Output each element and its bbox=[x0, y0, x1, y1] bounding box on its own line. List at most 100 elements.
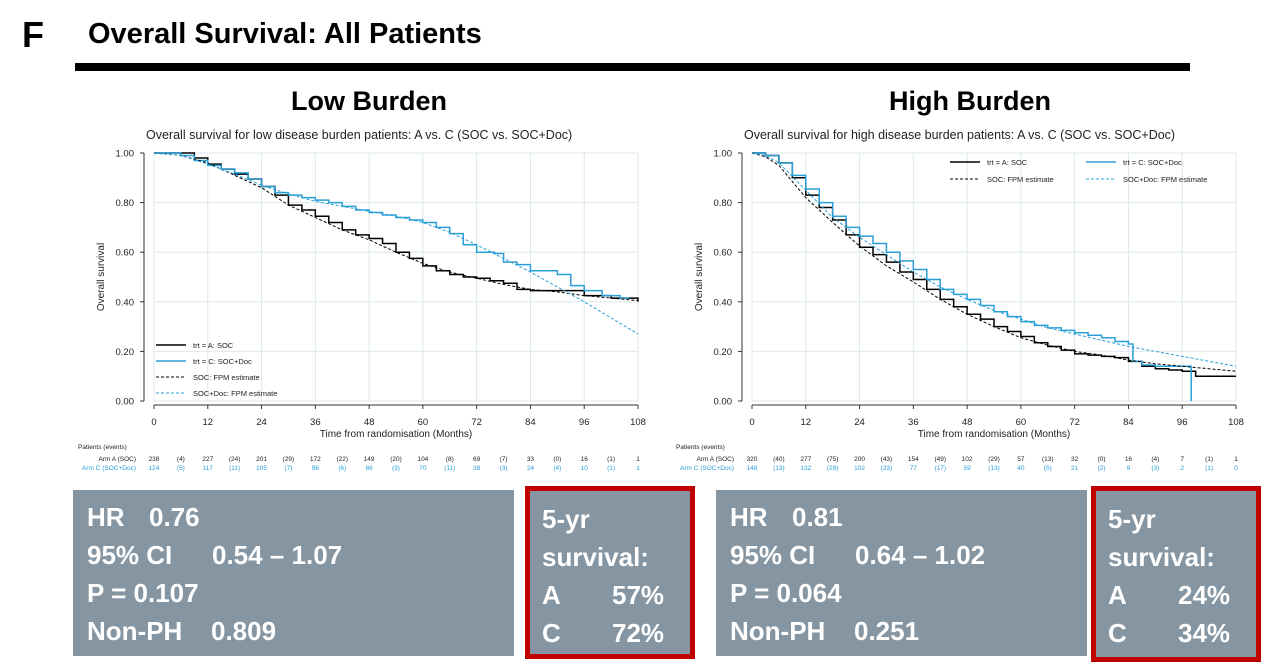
high-burden-survival-chart: Overall survival for high disease burden… bbox=[668, 118, 1258, 472]
legend-label: trt = C: SOC+Doc bbox=[193, 357, 252, 366]
risk-count: 0 bbox=[1234, 465, 1238, 472]
legend-label: trt = C: SOC+Doc bbox=[1123, 158, 1182, 167]
risk-count: 238 bbox=[149, 456, 160, 463]
x-tick-label: 0 bbox=[151, 417, 156, 428]
arm-a-value: 24% bbox=[1178, 580, 1231, 610]
nonph-label: Non-PH bbox=[730, 616, 826, 646]
risk-count: 105 bbox=[256, 465, 267, 472]
low-burden-survival-chart: Overall survival for low disease burden … bbox=[70, 118, 660, 472]
risk-events: (4) bbox=[553, 465, 561, 472]
high-burden-stats-box: HR 0.81 95% CI 0.64 – 1.02 P = 0.064 Non-P… bbox=[716, 490, 1087, 656]
x-axis-label: Time from randomisation (Months) bbox=[320, 429, 472, 440]
x-tick-label: 36 bbox=[908, 417, 919, 428]
x-tick-label: 96 bbox=[1177, 417, 1188, 428]
risk-count: 2 bbox=[1180, 465, 1184, 472]
x-tick-label: 48 bbox=[364, 417, 375, 428]
five-yr-line1: 5-yr bbox=[1108, 504, 1156, 534]
risk-count: 320 bbox=[747, 456, 758, 463]
risk-events: (75) bbox=[827, 456, 839, 463]
risk-count: 132 bbox=[800, 465, 811, 472]
low-burden-stats-box: HR 0.76 95% CI 0.54 – 1.07 P = 0.107 Non-P… bbox=[73, 490, 514, 656]
risk-count: 96 bbox=[312, 465, 320, 472]
hr-label: HR bbox=[730, 502, 768, 532]
risk-events: (1) bbox=[607, 465, 615, 472]
risk-arm-label: Arm A (SOC) bbox=[696, 456, 734, 463]
x-tick-label: 72 bbox=[1069, 417, 1080, 428]
x-tick-label: 72 bbox=[471, 417, 482, 428]
risk-events: (20) bbox=[390, 456, 402, 463]
risk-arm-label: Arm C (SOC+Doc) bbox=[82, 465, 136, 472]
risk-count: 1 bbox=[636, 465, 640, 472]
risk-events: (29) bbox=[283, 456, 295, 463]
risk-events: (1) bbox=[1205, 465, 1213, 472]
risk-arm-label: Arm A (SOC) bbox=[98, 456, 136, 463]
risk-count: 104 bbox=[417, 456, 428, 463]
risk-count: 59 bbox=[963, 465, 971, 472]
chart-title: Overall survival for low disease burden … bbox=[146, 128, 572, 142]
x-tick-label: 12 bbox=[202, 417, 213, 428]
legend-label: trt = A: SOC bbox=[987, 158, 1028, 167]
chart-background bbox=[668, 118, 1258, 448]
risk-events: (11) bbox=[229, 465, 240, 472]
risk-events: (29) bbox=[988, 456, 1000, 463]
x-tick-label: 24 bbox=[256, 417, 267, 428]
risk-count: 70 bbox=[419, 465, 427, 472]
risk-events: (5) bbox=[177, 465, 185, 472]
risk-count: 40 bbox=[1017, 465, 1025, 472]
risk-count: 10 bbox=[581, 465, 589, 472]
risk-count: 1 bbox=[1234, 456, 1238, 463]
risk-count: 32 bbox=[1071, 456, 1079, 463]
risk-events: (1) bbox=[607, 456, 615, 463]
risk-count: 1 bbox=[636, 456, 640, 463]
x-tick-label: 60 bbox=[1016, 417, 1027, 428]
y-tick-label: 0.40 bbox=[116, 297, 135, 308]
risk-count: 9 bbox=[1127, 465, 1131, 472]
risk-events: (22) bbox=[336, 456, 348, 463]
arm-c-value: 72% bbox=[612, 618, 665, 648]
legend-label: SOC+Doc: FPM estimate bbox=[1123, 175, 1207, 184]
risk-arm-label: Arm C (SOC+Doc) bbox=[680, 465, 734, 472]
risk-events: (13) bbox=[1042, 456, 1054, 463]
nonph-label: Non-PH bbox=[87, 616, 183, 646]
hr-value: 0.76 bbox=[149, 502, 200, 532]
y-axis-label: Overall survival bbox=[96, 243, 107, 311]
risk-events: (3) bbox=[392, 465, 400, 472]
low-burden-heading: Low Burden bbox=[291, 86, 447, 116]
series-line-1 bbox=[154, 152, 630, 299]
ci-value: 0.54 – 1.07 bbox=[212, 540, 343, 570]
y-tick-label: 1.00 bbox=[714, 149, 733, 160]
risk-events: (43) bbox=[881, 456, 893, 463]
x-tick-label: 12 bbox=[800, 417, 811, 428]
chart-title: Overall survival for high disease burden… bbox=[744, 128, 1175, 142]
nonph-value: 0.251 bbox=[854, 616, 920, 646]
series-line-2 bbox=[751, 152, 1237, 372]
risk-events: (17) bbox=[934, 465, 946, 472]
risk-count: 201 bbox=[256, 456, 267, 463]
risk-events: (13) bbox=[988, 465, 1000, 472]
x-tick-label: 48 bbox=[962, 417, 973, 428]
risk-events: (0) bbox=[1098, 456, 1106, 463]
main-title: Overall Survival: All Patients bbox=[88, 18, 482, 50]
series-line-3 bbox=[153, 152, 639, 335]
risk-count: 7 bbox=[1180, 456, 1184, 463]
y-tick-label: 0.20 bbox=[714, 347, 733, 358]
ci-value: 0.64 – 1.02 bbox=[855, 540, 986, 570]
y-axis-label: Overall survival bbox=[694, 243, 705, 311]
series-line-2 bbox=[153, 152, 639, 302]
risk-events: (23) bbox=[881, 465, 893, 472]
arm-c-label: C bbox=[542, 618, 561, 648]
y-tick-label: 0.80 bbox=[714, 198, 733, 209]
low-burden-5yr-box: 5-yr survival: A 57% C 72% bbox=[525, 486, 695, 659]
risk-count: 16 bbox=[1125, 456, 1133, 463]
nonph-value: 0.809 bbox=[211, 616, 277, 646]
risk-events: (4) bbox=[177, 456, 185, 463]
x-tick-label: 108 bbox=[630, 417, 646, 428]
risk-count: 69 bbox=[473, 456, 481, 463]
y-tick-label: 0.00 bbox=[714, 397, 733, 408]
risk-count: 124 bbox=[149, 465, 160, 472]
x-tick-label: 0 bbox=[749, 417, 754, 428]
hr-label: HR bbox=[87, 502, 125, 532]
y-tick-label: 0.20 bbox=[116, 347, 135, 358]
x-axis-label: Time from randomisation (Months) bbox=[918, 429, 1070, 440]
risk-count: 16 bbox=[581, 456, 589, 463]
